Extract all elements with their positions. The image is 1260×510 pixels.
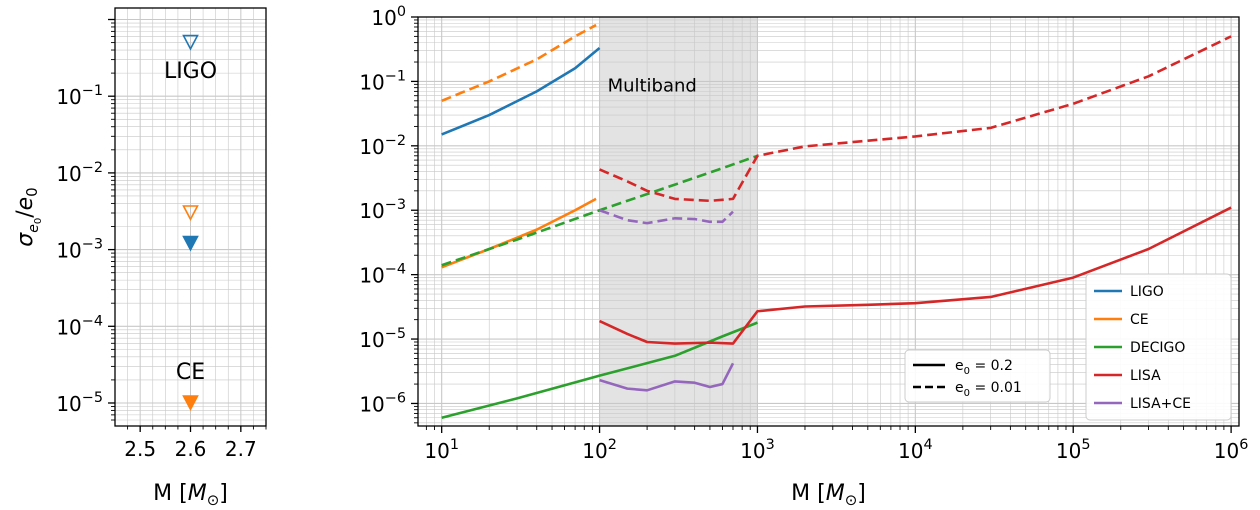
right-x-axis-label: M [M⊙]	[791, 481, 866, 509]
y-tick-label: 10−4	[359, 262, 406, 288]
y-tick-label: 10−6	[359, 390, 406, 416]
left-panel: 10−5 10−4 10−3 10−2 10−1 2.5 2.6 2.7 LIGO CE M [M⊙…	[13, 7, 267, 509]
y-tick-label: 100	[371, 4, 406, 30]
series-lisa-ce-dashed	[599, 209, 734, 225]
legend-styles: e0 = 0.2 e0 = 0.01	[904, 349, 1051, 403]
x-tick-label: 2.5	[124, 437, 156, 461]
series-decigo-solid	[441, 321, 758, 420]
y-tick-label: 10−3	[359, 197, 406, 223]
x-tick-label: 104	[898, 437, 933, 463]
legend-label: e0 = 0.01	[955, 380, 1022, 399]
legend-label: DECIGO	[1130, 340, 1185, 356]
legend-label: e0 = 0.2	[955, 358, 1013, 377]
multiband-label: Multiband	[608, 75, 697, 96]
annotation-ce: CE	[176, 360, 205, 385]
legend-detectors: LIGO CE DECIGO LISA LISA+CE	[1085, 273, 1232, 421]
series-lisa-ce-solid	[599, 362, 735, 392]
legend-label: CE	[1130, 312, 1149, 328]
x-tick-label: 2.7	[225, 437, 257, 461]
open-marker-ligo	[182, 34, 199, 51]
x-tick-label: 101	[424, 437, 459, 463]
filled-marker-ligo	[182, 235, 199, 252]
y-tick-label: 10−2	[359, 133, 406, 159]
y-tick-label: 10−5	[359, 326, 406, 352]
y-tick-label: 10−1	[56, 83, 103, 109]
left-x-axis-label: M [M⊙]	[153, 481, 228, 509]
right-frame	[417, 16, 1240, 427]
legend-label: LISA	[1130, 368, 1161, 384]
left-y-axis-label: σe0/e0	[13, 187, 44, 246]
y-tick-label: 10−4	[56, 313, 103, 339]
series-decigo-dashed	[441, 154, 758, 267]
x-tick-label: 105	[1056, 437, 1091, 463]
open-marker-ce	[182, 205, 199, 222]
right-panel: Multiband 101 102 103 104 105 106 10−6 10−5 10−4 1…	[359, 4, 1248, 509]
x-tick-label: 106	[1214, 437, 1249, 463]
legend-box	[1085, 273, 1232, 421]
legend-label: LISA+CE	[1130, 396, 1191, 412]
y-tick-label: 10−5	[56, 390, 103, 416]
y-tick-label: 10−2	[56, 160, 103, 186]
series-ligo-solid	[441, 47, 601, 136]
x-tick-label: 103	[740, 437, 775, 463]
right-grid	[418, 16, 1239, 426]
filled-marker-ce	[182, 395, 199, 412]
legend-label: LIGO	[1130, 284, 1164, 300]
y-tick-label: 10−1	[359, 68, 406, 94]
x-tick-label: 102	[582, 437, 617, 463]
y-tick-label: 10−3	[56, 237, 103, 263]
legend-box	[904, 349, 1051, 403]
series-lisa-solid	[599, 206, 1232, 345]
series-ce-dashed	[441, 23, 597, 103]
series-lisa-dashed	[599, 35, 1232, 203]
multiband-region	[599, 17, 758, 426]
x-tick-label: 2.6	[175, 437, 207, 461]
annotation-ligo: LIGO	[164, 59, 217, 84]
